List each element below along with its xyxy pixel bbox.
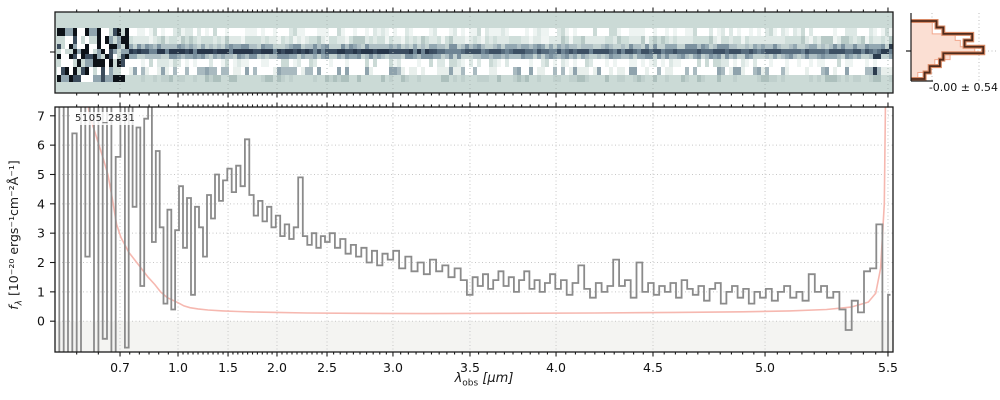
y-tick-label: 4 — [37, 196, 45, 211]
y-tick-label: 5 — [37, 167, 45, 182]
x-tick-label: 1.0 — [168, 360, 188, 375]
main-frame — [54, 106, 894, 353]
x-axis-label: λobs [μm] — [404, 371, 564, 389]
y-axis-subscript: λ — [14, 300, 25, 306]
x-tick-label: 1.5 — [218, 360, 238, 375]
x-tick-label: 0.7 — [110, 360, 130, 375]
spectrum-2d-panel — [50, 7, 894, 98]
x-tick-label: 4.5 — [643, 360, 663, 375]
uncertainty-line — [87, 107, 887, 315]
histogram-spines — [906, 13, 933, 82]
x-axis-subscript: obs — [462, 378, 479, 389]
tick-labels: 0.7 1.0 1.5 2.0 2.5 3.0 3.5 4.0 4.5 5.0 5.5 0 1 2 3 4 5 6… — [37, 108, 898, 375]
below-zero-shading — [55, 321, 893, 352]
flux-step-line — [58, 107, 891, 352]
y-tick-label: 0 — [37, 314, 45, 329]
spectrum-2d-ticks — [50, 7, 889, 98]
y-axis-unit: [10⁻²⁰ ergs⁻¹cm⁻²Å⁻¹] — [6, 160, 21, 300]
y-axis-symbol: f — [6, 305, 21, 310]
histogram-step-line — [911, 20, 985, 80]
x-tick-label: 2.5 — [317, 360, 337, 375]
y-tick-label: 1 — [37, 284, 45, 299]
object-id-label: 5105_2831 — [71, 112, 140, 125]
y-tick-label: 3 — [37, 226, 45, 241]
x-axis-symbol: λ — [454, 371, 463, 386]
spectrum-2d-gridlines — [119, 12, 889, 93]
hist-stat-label: -0.00 ± 0.54 — [928, 81, 998, 94]
x-tick-label: 5.0 — [755, 360, 775, 375]
y-axis-label: fλ [10⁻²⁰ ergs⁻¹cm⁻²Å⁻¹] — [6, 120, 25, 350]
x-tick-label: 3.0 — [383, 360, 403, 375]
x-tick-label: 5.5 — [878, 360, 898, 375]
x-tick-label: 4.0 — [546, 360, 566, 375]
y-tick-label: 6 — [37, 138, 45, 153]
x-tick-label: 2.0 — [267, 360, 287, 375]
y-tick-label: 2 — [37, 255, 45, 270]
y-tick-label: 7 — [37, 108, 45, 123]
x-tick-label: 3.5 — [460, 360, 480, 375]
spectrum-2d-noise-image — [57, 28, 893, 82]
main-spectrum-panel: 0.7 1.0 1.5 2.0 2.5 3.0 3.5 4.0 4.5 5.0 5.5 0 1 2 3 4 5 6… — [37, 102, 898, 375]
x-axis-unit: [μm] — [478, 371, 514, 386]
main-ticks — [50, 102, 889, 357]
histogram-panel — [906, 13, 996, 82]
main-gridlines — [55, 107, 893, 352]
